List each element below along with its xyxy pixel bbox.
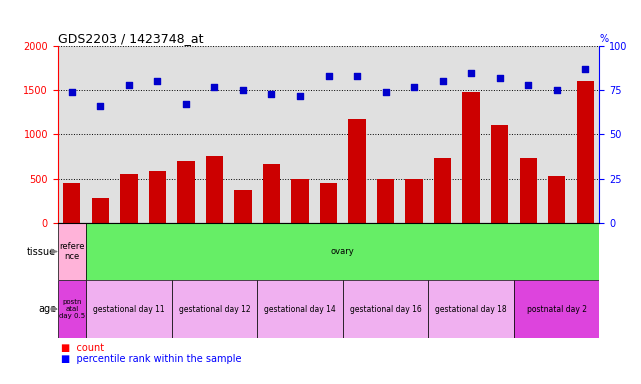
Text: gestational day 14: gestational day 14 (264, 305, 336, 314)
Point (466, 70, 476, 76)
Text: gestational day 16: gestational day 16 (349, 305, 421, 314)
Text: gestational day 18: gestational day 18 (435, 305, 507, 314)
Bar (576, 81, 594, 223)
Point (494, 75, 504, 81)
Point (210, 84, 220, 90)
Bar (235, 190, 251, 223)
Bar (428, 280, 514, 338)
Bar (519, 158, 537, 223)
Bar (320, 183, 337, 223)
Bar (58, 223, 86, 280)
Bar (514, 280, 599, 338)
Text: %: % (599, 34, 608, 44)
Text: refere
nce: refere nce (59, 242, 85, 261)
Point (551, 87, 562, 93)
Bar (491, 125, 508, 223)
Text: ■  percentile rank within the sample: ■ percentile rank within the sample (61, 354, 242, 364)
Text: postn
atal
day 0.5: postn atal day 0.5 (59, 299, 85, 319)
Text: ovary: ovary (331, 247, 354, 256)
Point (323, 73, 333, 79)
Point (124, 82, 134, 88)
Point (580, 66, 590, 72)
Text: ■  count: ■ count (61, 343, 104, 353)
Point (380, 89, 390, 95)
Point (352, 73, 362, 79)
Text: tissue: tissue (27, 247, 56, 257)
Bar (206, 156, 223, 223)
Bar (178, 161, 194, 223)
Bar (548, 176, 565, 223)
Bar (463, 92, 479, 223)
Point (267, 91, 277, 97)
Bar (63, 183, 81, 223)
Point (153, 78, 163, 84)
Bar (86, 280, 172, 338)
Text: age: age (38, 304, 56, 314)
Bar (263, 164, 280, 223)
Point (96, 103, 106, 109)
Point (523, 82, 533, 88)
Bar (92, 198, 109, 223)
Bar (257, 280, 343, 338)
Point (409, 84, 419, 90)
Bar (121, 174, 138, 223)
Point (238, 87, 248, 93)
Point (437, 78, 447, 84)
Text: gestational day 11: gestational day 11 (93, 305, 165, 314)
Point (67, 89, 77, 95)
Bar (406, 179, 422, 223)
Point (181, 101, 191, 108)
Bar (377, 179, 394, 223)
Bar (172, 280, 257, 338)
Bar (343, 280, 428, 338)
Text: gestational day 12: gestational day 12 (179, 305, 250, 314)
Bar (349, 119, 365, 223)
Bar (434, 158, 451, 223)
Point (295, 93, 305, 99)
Text: GDS2203 / 1423748_at: GDS2203 / 1423748_at (58, 32, 203, 45)
Bar (292, 179, 308, 223)
Bar (149, 170, 166, 223)
Text: postnatal day 2: postnatal day 2 (526, 305, 587, 314)
Bar (58, 280, 86, 338)
